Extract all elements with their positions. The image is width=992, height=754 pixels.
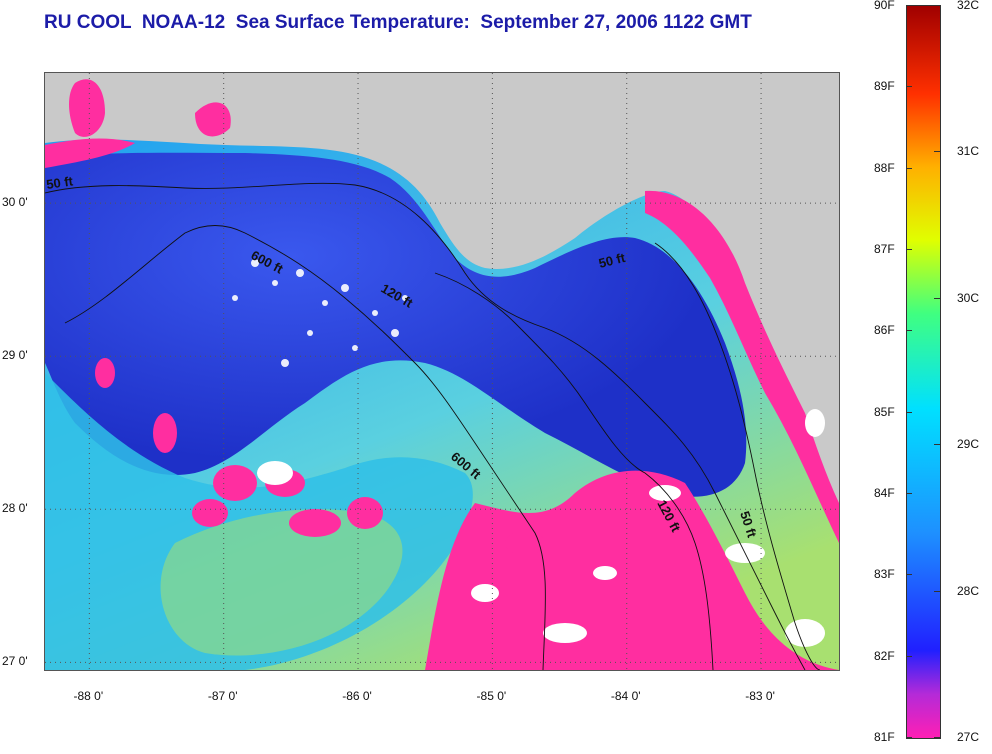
colorbar-fahrenheit-label: 82F (874, 648, 895, 663)
colorbar-celsius-label: 29C (957, 437, 980, 452)
latitude-label: 28 0' (2, 501, 28, 516)
colorbar-tick (934, 590, 940, 592)
colorbar-tick (906, 574, 912, 576)
longitude-label: -87 0' (207, 689, 238, 703)
cool-water-band (45, 152, 747, 497)
colorbar-celsius-label: 30C (957, 290, 980, 305)
colorbar-fahrenheit-label: 84F (874, 486, 895, 500)
warm-water-coast-west (45, 138, 135, 168)
colorbar-tick (906, 249, 912, 250)
colorbar-fahrenheit-label: 86F (874, 323, 895, 338)
contour-label: 50 ft (597, 250, 627, 271)
map-title: RU COOL NOAA-12 Sea Surface Temperature:… (44, 12, 752, 33)
longitude-label: -84 0' (610, 689, 641, 703)
colorbar-fahrenheit-label: 89F (874, 79, 895, 94)
colorbar-fahrenheit-label: 90F (874, 0, 895, 12)
latitude-label: 27 0' (2, 654, 28, 669)
green-water-patch (160, 509, 403, 656)
latitude-label: 29 0' (2, 348, 28, 363)
contour-label: 50 ft (45, 173, 74, 192)
warm-bay-2 (195, 102, 231, 137)
colorbar-celsius-label: 28C (957, 583, 980, 598)
colorbar-tick (906, 737, 912, 738)
longitude-label: -83 0' (745, 689, 775, 703)
colorbar-tick (906, 493, 912, 494)
colorbar-tick (906, 330, 912, 332)
cloud-patches (257, 409, 825, 647)
longitude-label: -85 0' (476, 689, 507, 703)
colorbar-fahrenheit-label: 83F (874, 567, 895, 582)
colorbar-celsius-label: 31C (957, 144, 980, 159)
colorbar-tick (906, 5, 912, 6)
cloud-speckles (232, 259, 408, 367)
warm-patches (95, 358, 545, 555)
colorbar-fahrenheit-label: 85F (874, 404, 895, 419)
sst-map: 50 ft 600 ft 120 ft 50 ft 600 ft 120 ft … (44, 72, 840, 671)
colorbar-tick (934, 5, 940, 6)
colorbar-tick (906, 86, 912, 88)
latitude-label: 30 0' (2, 195, 28, 210)
colorbar-tick (934, 444, 940, 446)
colorbar-tick (934, 297, 940, 299)
colorbar-celsius-label: 27C (957, 730, 980, 744)
colorbar-fahrenheit-label: 87F (874, 242, 895, 256)
warm-water-southeast (425, 470, 839, 670)
sst-map-canvas: 50 ft 600 ft 120 ft 50 ft 600 ft 120 ft … (45, 73, 839, 670)
colorbar-tick (934, 151, 940, 153)
colorbar-tick (906, 655, 912, 657)
colorbar-fahrenheit-label: 81F (874, 730, 895, 744)
longitude-label: -86 0' (342, 689, 372, 703)
colorbar-tick (906, 411, 912, 413)
colorbar-celsius-label: 32C (957, 0, 980, 12)
colorbar-fahrenheit-label: 88F (874, 160, 895, 175)
warm-bay (69, 79, 105, 137)
longitude-label: -88 0' (73, 689, 104, 703)
colorbar-tick (906, 167, 912, 169)
colorbar-tick (934, 737, 940, 738)
temperature-colorbar (906, 5, 941, 739)
depth-contours (45, 182, 821, 670)
